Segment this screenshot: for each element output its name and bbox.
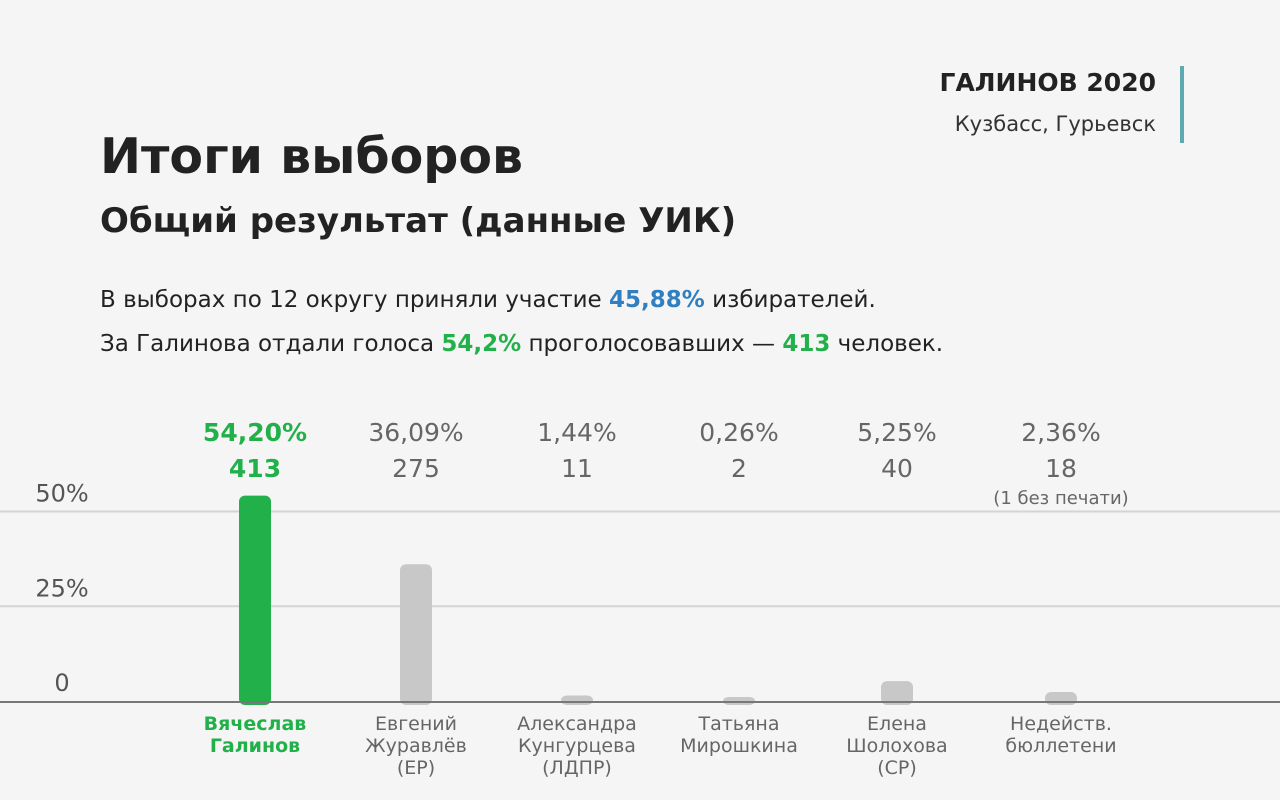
category-label-line: Елена — [867, 713, 927, 735]
bar — [400, 564, 432, 705]
brand-block: ГАЛИНОВ 2020 Кузбасс, Гурьевск — [940, 66, 1156, 140]
summary-line2-pre: За Галинова отдали голоса — [100, 331, 442, 357]
category-label: Александра Кунгурцева (ЛДПР) — [517, 713, 637, 779]
category-label-line: Евгений — [375, 713, 457, 735]
percent-label: 2,36% — [1021, 418, 1100, 447]
percent-label: 54,20% — [203, 418, 307, 447]
votes-label: 18 — [1045, 454, 1077, 483]
category-label-line: Галинов — [210, 735, 300, 757]
summary-line-1: В выборах по 12 округу приняли участие 4… — [100, 278, 943, 322]
votes-label: 40 — [881, 454, 913, 483]
results-bar-chart: 0 25% 50% 54,20% 413 36,09% 275 1,44% 11 0,26% 2 5,… — [0, 418, 1280, 779]
category-label-line: (СР) — [877, 757, 917, 779]
summary-line-2: За Галинова отдали голоса 54,2% проголос… — [100, 322, 943, 366]
category-label: Недейств. бюллетени — [1005, 713, 1116, 757]
category-label-line: Вячеслав — [204, 713, 307, 735]
bar — [1045, 692, 1077, 705]
y-tick-label: 50% — [35, 480, 88, 508]
category-label-line: (ЛДПР) — [542, 757, 612, 779]
category-label-line: Шолохова — [846, 735, 947, 757]
category-label-line: Журавлёв — [365, 735, 467, 757]
category-label-line: Недейств. — [1010, 713, 1112, 735]
summary-line2-post: человек. — [830, 331, 944, 357]
category-label-line: (ЕР) — [397, 757, 435, 779]
page-subtitle: Общий результат (данные УИК) — [100, 201, 737, 241]
brand-accent-line — [1180, 66, 1184, 143]
percent-label: 1,44% — [537, 418, 616, 447]
y-tick-label: 0 — [54, 669, 69, 697]
percent-label: 5,25% — [857, 418, 936, 447]
share-value: 54,2% — [441, 331, 522, 357]
category-label-line: бюллетени — [1005, 735, 1116, 757]
category-label-line: Кунгурцева — [518, 735, 636, 757]
votes-value: 413 — [782, 331, 831, 357]
category-label: Вячеслав Галинов — [204, 713, 307, 757]
votes-label: 275 — [392, 454, 440, 483]
page-title: Итоги выборов — [100, 128, 524, 185]
category-label-line: Александра — [517, 713, 637, 735]
summary-line1-post: избирателей. — [704, 287, 876, 313]
category-label: Елена Шолохова (СР) — [846, 713, 947, 779]
percent-label: 0,26% — [699, 418, 778, 447]
category-label: Евгений Журавлёв (ЕР) — [365, 713, 467, 779]
votes-label: 11 — [561, 454, 593, 483]
bar — [881, 681, 913, 705]
bar — [561, 695, 593, 705]
summary-line1-pre: В выборах по 12 округу приняли участие — [100, 287, 610, 313]
category-label: Татьяна Мирошкина — [680, 713, 798, 757]
turnout-value: 45,88% — [609, 287, 705, 313]
votes-label: 2 — [731, 454, 747, 483]
bar — [239, 495, 271, 705]
category-label-line: Татьяна — [697, 713, 779, 735]
votes-label: 413 — [229, 454, 281, 483]
note-label: (1 без печати) — [993, 488, 1128, 509]
percent-label: 36,09% — [368, 418, 463, 447]
summary-text: В выборах по 12 округу приняли участие 4… — [100, 278, 943, 366]
y-tick-label: 25% — [35, 574, 88, 602]
brand-title: ГАЛИНОВ 2020 — [939, 68, 1156, 97]
brand-subtitle: Кузбасс, Гурьевск — [954, 112, 1156, 136]
category-label-line: Мирошкина — [680, 735, 798, 757]
summary-line2-mid: проголосовавших — — [521, 331, 783, 357]
